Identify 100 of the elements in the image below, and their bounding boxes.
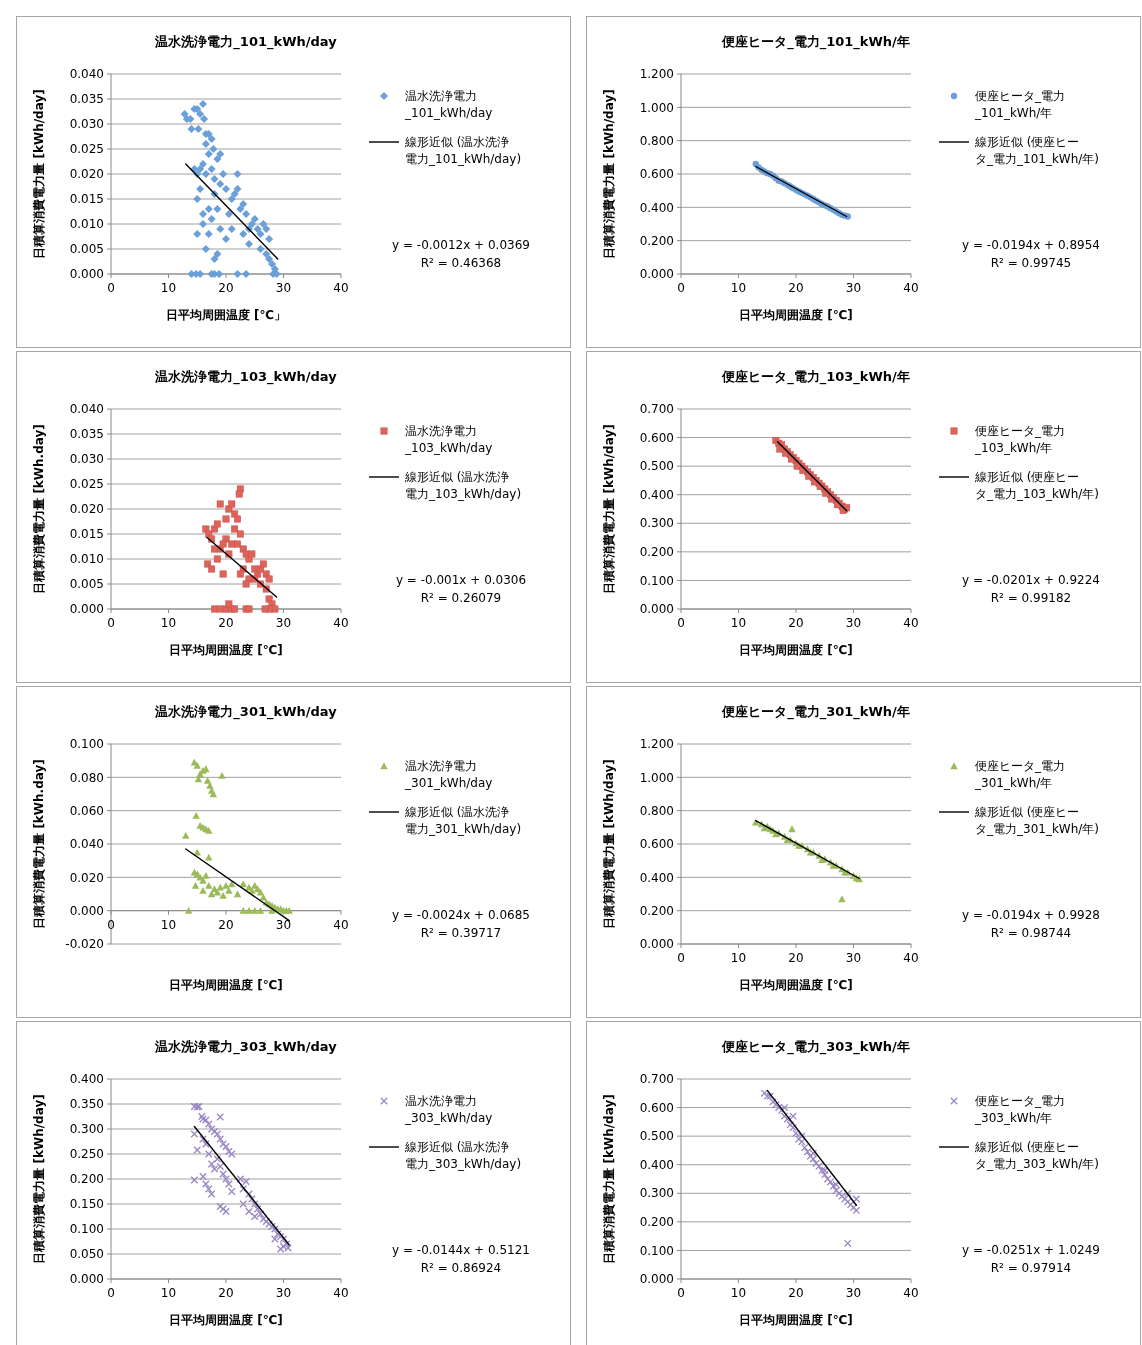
y-tick-label: 0.150 (69, 1197, 104, 1212)
text: R² = 0.86924 (420, 1261, 502, 1275)
x-tick-label: 10 (160, 616, 177, 630)
x-tick-label: 10 (730, 616, 747, 630)
y-tick-label: 1.200 (639, 67, 674, 82)
y-tick-label: 0.500 (639, 459, 674, 474)
legend-label: 温水洗浄電力_103_kWh/day (404, 424, 493, 456)
x-tick-label: 30 (845, 616, 862, 630)
y-tick-label: 0.000 (69, 1272, 104, 1287)
x-tick-label: 10 (160, 917, 177, 932)
text: y = -0.0012x + 0.0369 (392, 238, 530, 252)
y-tick-label: 0.300 (639, 516, 674, 531)
legend-label: 便座ヒータ_電力_301_kWh/年 (974, 759, 1065, 791)
y-tick-label: 0.025 (69, 477, 104, 492)
text: R² = 0.39717 (420, 926, 502, 940)
text: y = -0.0194x + 0.9928 (962, 908, 1100, 922)
chart-title: 便座ヒータ_電力_303_kWh/年 (721, 1039, 910, 1055)
text: y = -0.0144x + 0.5121 (392, 1243, 530, 1257)
legend-label: 温水洗浄電力_301_kWh/day (404, 759, 493, 791)
y-tick-label: 0.000 (639, 602, 674, 617)
y-tick-label: 0.005 (69, 242, 104, 257)
y-tick-label: 0.500 (639, 1129, 674, 1144)
y-axis-title: 日積算消費電力量 [kWh/day] (32, 89, 46, 259)
x-tick-label: 40 (903, 1286, 919, 1300)
y-tick-label: 0.010 (69, 552, 104, 567)
x-tick-label: 10 (730, 951, 747, 965)
legend-label: 線形近似 (温水洗浄電力_103_kWh/day) (404, 470, 522, 502)
x-tick-label: 20 (788, 281, 804, 295)
x-axis-title: 日平均周囲温度 [℃] (739, 1313, 853, 1327)
y-tick-label: 0.015 (69, 527, 104, 542)
y-tick-label: 0.700 (639, 1072, 674, 1087)
y-tick-label: 1.200 (639, 737, 674, 752)
y-tick-label: 0.200 (639, 1215, 674, 1230)
y-tick-label: 0.100 (69, 1222, 104, 1237)
legend-label: 線形近似 (温水洗浄電力_303_kWh/day) (404, 1140, 522, 1172)
y-tick-label: 0.600 (639, 430, 674, 445)
y-tick-label: 0.350 (69, 1097, 104, 1112)
text: y = -0.0251x + 1.0249 (962, 1243, 1100, 1257)
x-axis-title: 日平均周囲温度 [℃」 (165, 308, 287, 322)
legend-label: 温水洗浄電力_101_kWh/day (404, 89, 493, 121)
x-tick-label: 30 (845, 951, 862, 965)
x-tick-label: 0 (677, 951, 685, 965)
y-tick-label: 0.800 (639, 803, 674, 818)
y-tick-label: 0.300 (639, 1186, 674, 1201)
y-tick-label: 0.000 (639, 1272, 674, 1287)
y-tick-label: 0.000 (639, 267, 674, 282)
y-tick-label: 0.040 (69, 837, 104, 852)
y-tick-label: 0.035 (69, 92, 104, 107)
y-tick-label: 0.020 (69, 167, 104, 182)
text: y = -0.0024x + 0.0685 (392, 908, 530, 922)
text: R² = 0.99745 (990, 256, 1072, 270)
x-tick-label: 10 (160, 281, 177, 295)
x-tick-label: 0 (677, 616, 685, 630)
x-tick-label: 0 (107, 1286, 115, 1300)
y-tick-label: -0.020 (65, 937, 104, 952)
x-axis-title: 日平均周囲温度 [℃] (169, 1313, 283, 1327)
legend-label: 線形近似 (温水洗浄電力_301_kWh/day) (404, 805, 522, 837)
x-tick-label: 30 (275, 281, 292, 295)
y-tick-label: 1.000 (639, 770, 674, 785)
x-tick-label: 40 (903, 951, 919, 965)
text: y = -0.001x + 0.0306 (395, 573, 527, 587)
x-tick-label: 20 (218, 616, 234, 630)
y-axis-title: 日積算消費電力量 [kWh/day] (602, 1094, 616, 1264)
x-axis-title: 日平均周囲温度 [℃] (739, 308, 853, 322)
x-tick-label: 20 (788, 951, 804, 965)
x-tick-label: 40 (903, 281, 919, 295)
x-tick-label: 0 (677, 1286, 685, 1300)
legend-label: 線形近似 (便座ヒータ_電力_301_kWh/年) (974, 805, 1100, 837)
x-tick-label: 20 (218, 281, 234, 295)
y-tick-label: 0.800 (639, 133, 674, 148)
y-tick-label: 0.010 (69, 217, 104, 232)
y-tick-label: 0.040 (69, 402, 104, 417)
x-tick-label: 0 (107, 281, 115, 295)
x-tick-label: 40 (333, 616, 349, 630)
x-tick-label: 40 (333, 281, 349, 295)
y-tick-label: 0.000 (69, 267, 104, 282)
y-tick-label: 0.015 (69, 192, 104, 207)
text: R² = 0.26079 (420, 591, 502, 605)
x-tick-label: 30 (845, 281, 862, 295)
y-tick-label: 0.200 (639, 233, 674, 248)
y-axis-title: 日積算消費電力量 [kWh/day] (602, 759, 616, 929)
y-tick-label: 0.400 (639, 200, 674, 215)
y-axis-title: 日積算消費電力量 [kWh.day] (32, 759, 46, 929)
x-axis-title: 日平均周囲温度 [℃] (169, 978, 283, 992)
legend-label: 線形近似 (温水洗浄電力_101_kWh/day) (404, 135, 522, 167)
y-tick-label: 0.000 (69, 602, 104, 617)
x-tick-label: 20 (218, 1286, 234, 1300)
y-tick-label: 0.200 (69, 1172, 104, 1187)
x-tick-label: 10 (730, 1286, 747, 1300)
x-axis-title: 日平均周囲温度 [℃] (169, 643, 283, 657)
legend-label: 温水洗浄電力_303_kWh/day (404, 1094, 493, 1126)
text: R² = 0.99182 (990, 591, 1072, 605)
x-tick-label: 20 (788, 616, 804, 630)
y-axis-title: 日積算消費電力量 [kWh.day] (32, 424, 46, 594)
y-tick-label: 0.020 (69, 870, 104, 885)
legend-label: 便座ヒータ_電力_303_kWh/年 (974, 1094, 1065, 1126)
x-tick-label: 40 (333, 1286, 349, 1300)
legend-label: 線形近似 (便座ヒータ_電力_103_kWh/年) (974, 470, 1100, 502)
y-tick-label: 0.400 (639, 1157, 674, 1172)
y-axis-title: 日積算消費電力量 [kWh/day] (602, 424, 616, 594)
